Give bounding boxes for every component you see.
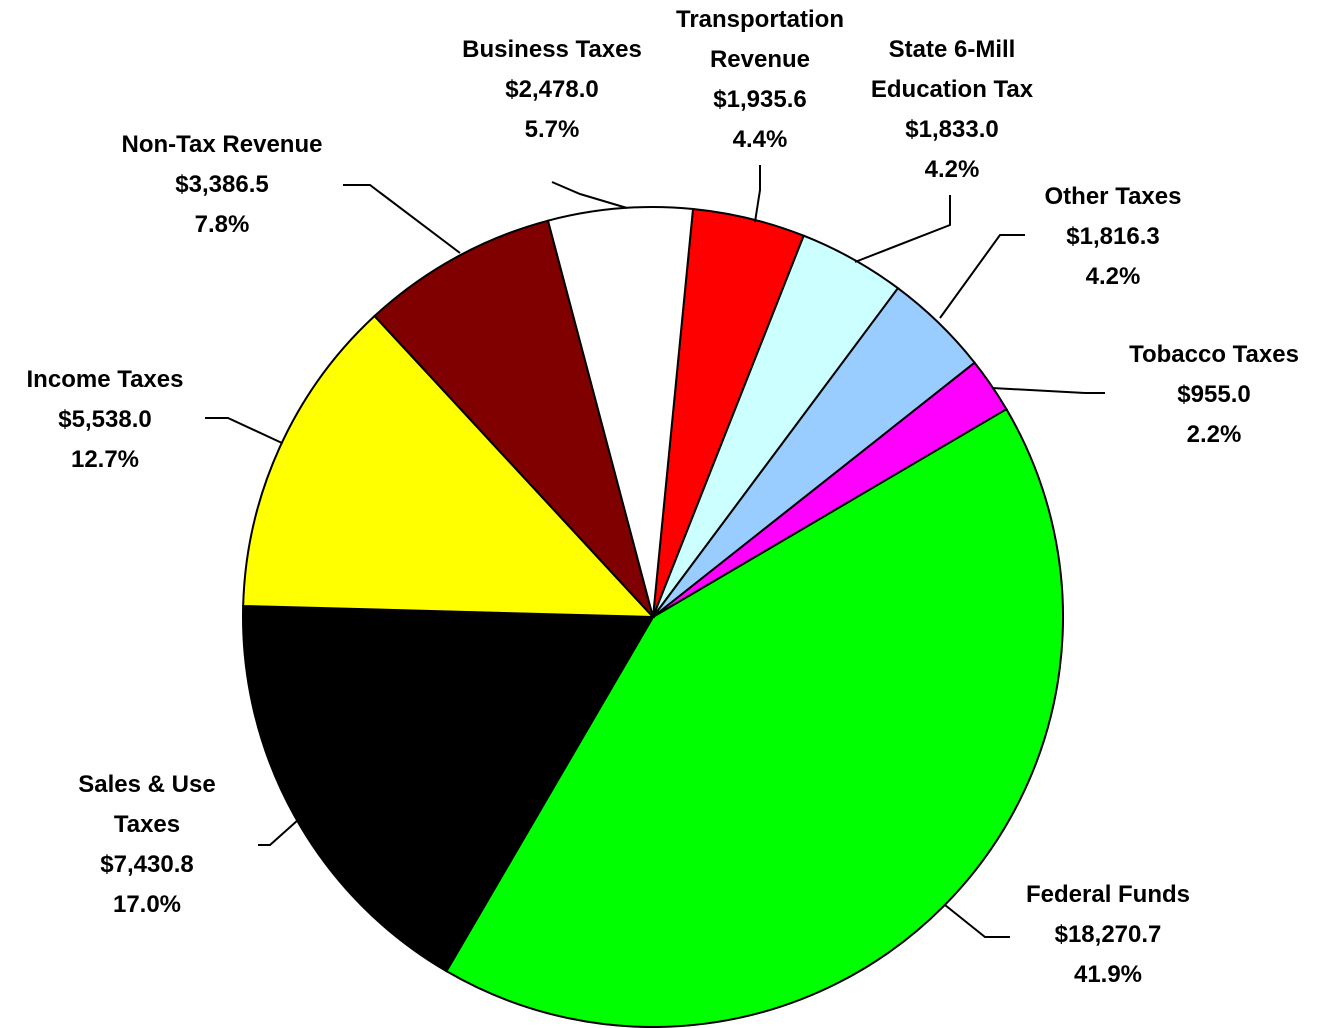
percent-label: 4.4% [732,126,788,153]
value-label: $18,270.7 [1054,921,1162,948]
value-label: $955.0 [1177,381,1251,408]
percent-label: 2.2% [1186,421,1242,448]
pie-slice [242,604,655,973]
leader-line [939,234,1025,319]
value-label: $7,430.8 [100,851,194,878]
percent-label: 41.9% [1073,961,1143,988]
value-label: $3,386.5 [175,171,269,198]
slice-label: Transportation Revenue $1,935.6 4.4% [630,0,890,160]
category-name: Other Taxes [1044,183,1182,210]
category-name: Business Taxes [462,36,642,63]
value-label: $1,935.6 [713,86,807,113]
category-name: Non-Tax Revenue [121,131,323,158]
category-name: Federal Funds [1025,881,1191,908]
percent-label: 4.2% [924,156,980,183]
percent-label: 4.2% [1085,263,1141,290]
category-name: Tobacco Taxes [1129,341,1299,368]
value-label: $2,478.0 [505,76,599,103]
slice-label: Sales & Use Taxes $7,430.8 17.0% [17,765,277,925]
percent-label: 7.8% [194,211,250,238]
leader-line [205,417,283,444]
value-label: $1,816.3 [1066,223,1160,250]
leader-line [991,387,1105,394]
pie-slice [546,206,695,618]
slice-label: Federal Funds $18,270.7 41.9% [978,875,1238,995]
percent-label: 5.7% [524,116,580,143]
category-name: Income Taxes [26,366,184,393]
value-label: $1,833.0 [905,116,999,143]
pie-slice [445,407,1064,1028]
leader-line [754,165,761,223]
value-label: $5,538.0 [58,406,152,433]
slice-label: Other Taxes $1,816.3 4.2% [983,177,1243,297]
slice-label: Non-Tax Revenue $3,386.5 7.8% [92,125,352,245]
leader-line [854,195,951,263]
leader-line [258,819,299,846]
slice-label: Tobacco Taxes $955.0 2.2% [1084,335,1331,455]
pie-slice [373,219,654,618]
percent-label: 12.7% [70,446,140,473]
pie-slice [242,314,656,619]
slice-label: Income Taxes $5,538.0 12.7% [0,360,235,480]
slice-label: State 6-Mill Education Tax $1,833.0 4.2% [822,30,1082,190]
category-name: State 6-Mill Education Tax [870,36,1034,103]
leader-line [343,184,461,254]
percent-label: 17.0% [112,891,182,918]
leader-line [551,181,628,209]
slice-label: Business Taxes $2,478.0 5.7% [422,30,682,150]
category-name: Transportation Revenue [675,6,844,73]
leader-line [944,904,1010,938]
category-name: Sales & Use Taxes [78,771,216,838]
